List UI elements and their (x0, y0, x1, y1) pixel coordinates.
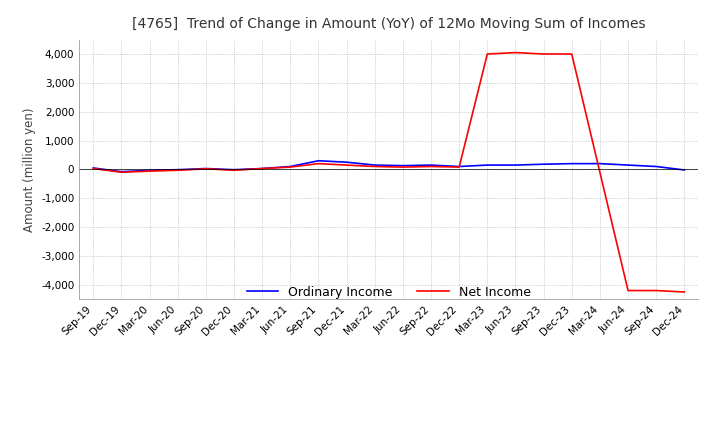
Ordinary Income (652, 164, 660, 169)
Y-axis label: Amount (million yen): Amount (million yen) (22, 107, 35, 231)
Ordinary Income (567, 161, 576, 166)
Line: Net Income: Net Income (94, 52, 684, 292)
Ordinary Income (511, 162, 520, 168)
Title: [4765]  Trend of Change in Amount (YoY) of 12Mo Moving Sum of Incomes: [4765] Trend of Change in Amount (YoY) o… (132, 18, 646, 32)
Ordinary Income (455, 164, 464, 169)
Net Income (342, 162, 351, 168)
Net Income (314, 161, 323, 166)
Net Income (145, 169, 154, 174)
Ordinary Income (427, 162, 436, 168)
Net Income (624, 288, 632, 293)
Net Income (567, 51, 576, 57)
Ordinary Income (370, 162, 379, 168)
Ordinary Income (174, 167, 182, 172)
Ordinary Income (202, 166, 210, 171)
Ordinary Income (258, 166, 266, 171)
Ordinary Income (286, 164, 294, 169)
Ordinary Income (624, 162, 632, 168)
Ordinary Income (342, 160, 351, 165)
Net Income (511, 50, 520, 55)
Net Income (483, 51, 492, 57)
Net Income (399, 165, 408, 170)
Net Income (89, 166, 98, 171)
Net Income (286, 165, 294, 170)
Legend: Ordinary Income, Net Income: Ordinary Income, Net Income (242, 282, 536, 304)
Ordinary Income (89, 165, 98, 171)
Net Income (680, 290, 688, 295)
Ordinary Income (539, 161, 548, 167)
Net Income (652, 288, 660, 293)
Net Income (539, 51, 548, 57)
Ordinary Income (680, 167, 688, 172)
Ordinary Income (230, 167, 238, 172)
Net Income (370, 164, 379, 169)
Net Income (202, 166, 210, 172)
Ordinary Income (483, 162, 492, 168)
Net Income (595, 170, 604, 175)
Net Income (427, 164, 436, 169)
Line: Ordinary Income: Ordinary Income (94, 161, 684, 172)
Net Income (455, 165, 464, 170)
Ordinary Income (399, 163, 408, 168)
Net Income (258, 166, 266, 171)
Ordinary Income (595, 161, 604, 166)
Net Income (174, 168, 182, 173)
Net Income (117, 170, 126, 175)
Ordinary Income (117, 169, 126, 174)
Ordinary Income (145, 168, 154, 173)
Net Income (230, 168, 238, 173)
Ordinary Income (314, 158, 323, 163)
